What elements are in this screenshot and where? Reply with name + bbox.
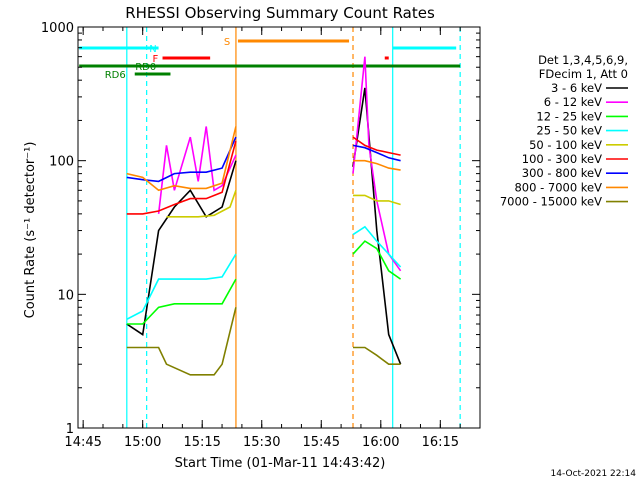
series-line-0	[126, 87, 402, 365]
series-line-7	[126, 126, 401, 192]
series-line-2	[126, 240, 402, 325]
footer-date: 14-Oct-2021 22:14	[551, 469, 637, 479]
x-tick-label-3: 15:30	[243, 435, 280, 450]
legend-label-3: 25 - 50 keV	[536, 124, 602, 138]
legend-label-4: 50 - 100 keV	[529, 138, 602, 152]
y-axis-label: Count Rate (s⁻¹ detector⁻¹)	[23, 142, 38, 319]
legend-label-5: 100 - 300 keV	[522, 152, 602, 166]
legend-label-8: 7000 - 15000 keV	[500, 195, 602, 209]
y-tick-label-1: 10	[57, 288, 74, 303]
legend-label-2: 12 - 25 keV	[536, 109, 602, 123]
x-tick-label-0: 14:45	[64, 435, 101, 450]
x-tick-label-1: 15:00	[124, 435, 161, 450]
x-tick-label-2: 15:15	[183, 435, 220, 450]
x-axis-label: Start Time (01-Mar-11 14:43:42)	[175, 456, 386, 471]
series-line-4	[166, 190, 401, 218]
series-line-3	[126, 225, 402, 321]
x-tick-label-5: 16:00	[362, 435, 399, 450]
series-line-5	[126, 136, 401, 215]
plot-area: NF S RD0 RD6	[79, 27, 461, 428]
state-bar-label-rd0: RD0	[135, 62, 156, 73]
y-tick-label-2: 100	[49, 155, 74, 170]
y-tick-label-3: 1000	[41, 21, 74, 36]
legend-header-line-1: Det 1,3,4,5,6,9,	[538, 53, 628, 67]
state-bar-label-s: S	[224, 37, 230, 48]
legend-label-6: 300 - 800 keV	[522, 166, 602, 180]
series-line-8	[126, 307, 401, 376]
x-tick-label-6: 16:15	[422, 435, 459, 450]
legend-header-line-2: FDecim 1, Att 0	[539, 67, 628, 81]
legend-label-7: 800 - 7000 keV	[514, 180, 602, 194]
legend-label-0: 3 - 6 keV	[551, 81, 602, 95]
state-bar-label-f: F	[153, 54, 159, 65]
legend-label-1: 6 - 12 keV	[544, 95, 602, 109]
axes: 14:45 15:00 15:15 15:30 15:45 16:00 16:15 1 10 10…	[41, 21, 481, 450]
state-bar-label-rd6: RD6	[105, 70, 126, 81]
y-tick-label-0: 1	[66, 422, 74, 437]
x-tick-label-4: 15:45	[303, 435, 340, 450]
series-line-6	[126, 136, 401, 183]
state-bar-label-n: N	[149, 44, 156, 55]
plot-frame	[77, 26, 481, 429]
chart-title: RHESSI Observing Summary Count Rates	[125, 4, 435, 22]
